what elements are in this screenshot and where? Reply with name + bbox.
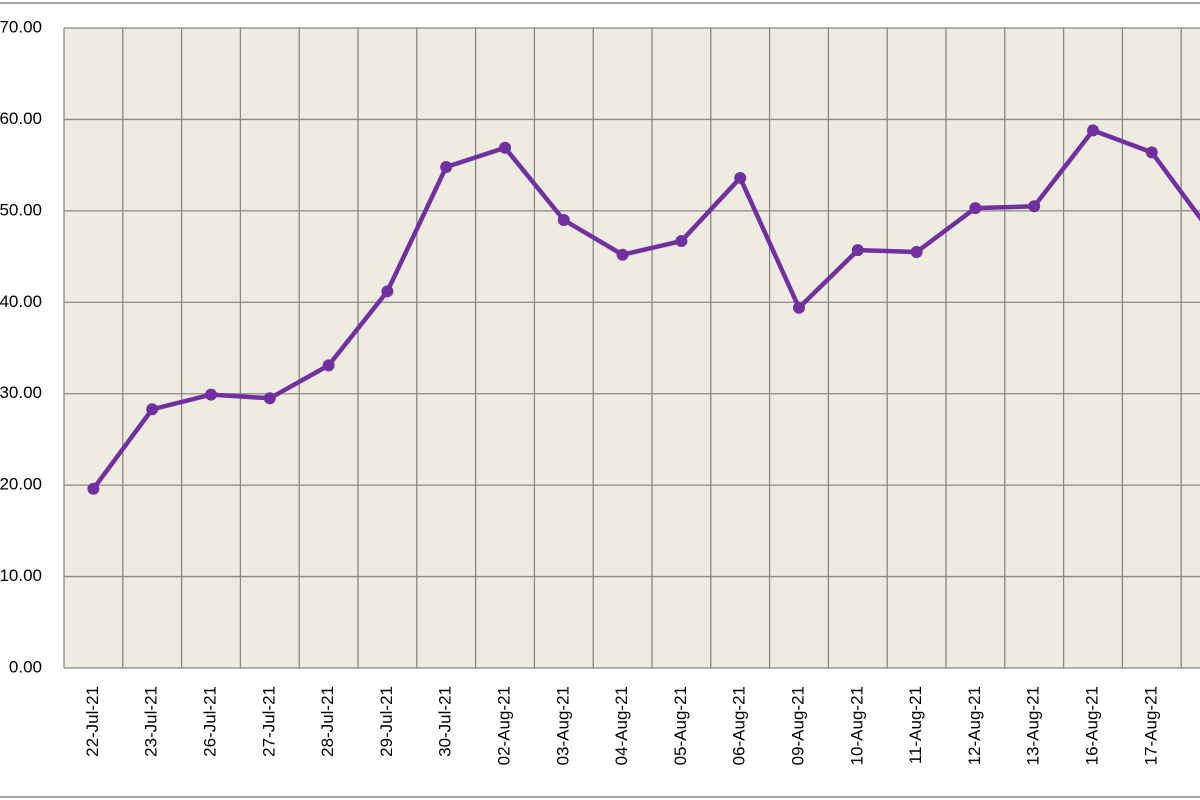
data-point (205, 388, 217, 401)
x-tick-label: 27-Jul-21 (259, 686, 278, 757)
data-point (616, 248, 629, 261)
x-tick-label: 04-Aug-21 (612, 686, 631, 765)
x-tick-label: 28-Jul-21 (318, 686, 337, 757)
data-line (91, 128, 1200, 491)
data-point (793, 301, 805, 314)
data-point (322, 359, 335, 372)
plot-area (64, 28, 1200, 668)
x-tick-label: 03-Aug-21 (553, 686, 572, 765)
data-point (910, 246, 923, 258)
x-tick-label: 06-Aug-21 (730, 686, 749, 765)
x-tick-label: 05-Aug-21 (671, 686, 690, 765)
y-tick-label: 50.00 (0, 200, 42, 219)
x-tick-label: 26-Jul-21 (200, 686, 219, 757)
x-tick-label: 22-Jul-21 (83, 686, 102, 757)
data-point (1087, 124, 1099, 137)
x-tick-label: 23-Jul-21 (142, 686, 161, 757)
x-tick-label: 29-Jul-21 (377, 686, 396, 757)
data-point (146, 403, 159, 416)
x-tick-label: 30-Jul-21 (436, 686, 455, 757)
y-tick-label: 30.00 (0, 383, 42, 402)
y-tick-label: 10.00 (0, 566, 42, 585)
data-point (499, 141, 511, 154)
y-tick-label: 60.00 (0, 109, 42, 128)
x-tick-label: 09-Aug-21 (788, 686, 807, 765)
data-point (1028, 200, 1041, 213)
data-point (734, 171, 747, 184)
data-point (1145, 146, 1158, 159)
data-point (440, 160, 453, 173)
y-tick-label: 70.00 (0, 17, 42, 36)
data-point (851, 244, 864, 257)
x-tick-label: 17-Aug-21 (1141, 686, 1160, 765)
data-point (381, 285, 394, 298)
data-point (675, 235, 688, 248)
data-point (557, 214, 570, 226)
y-tick-label: 40.00 (0, 292, 42, 311)
data-point (969, 202, 982, 215)
x-tick-label: 02-Aug-21 (494, 686, 513, 765)
y-tick-label: 0.00 (9, 657, 42, 676)
x-tick-label: 10-Aug-21 (847, 686, 866, 765)
data-point (263, 392, 276, 405)
data-point (87, 482, 100, 495)
x-tick-label: 16-Aug-21 (1082, 686, 1101, 765)
x-tick-label: 13-Aug-21 (1024, 686, 1043, 765)
x-tick-label: 11-Aug-21 (906, 686, 925, 764)
x-tick-label: 12-Aug-21 (965, 686, 984, 765)
y-tick-label: 20.00 (0, 475, 42, 494)
